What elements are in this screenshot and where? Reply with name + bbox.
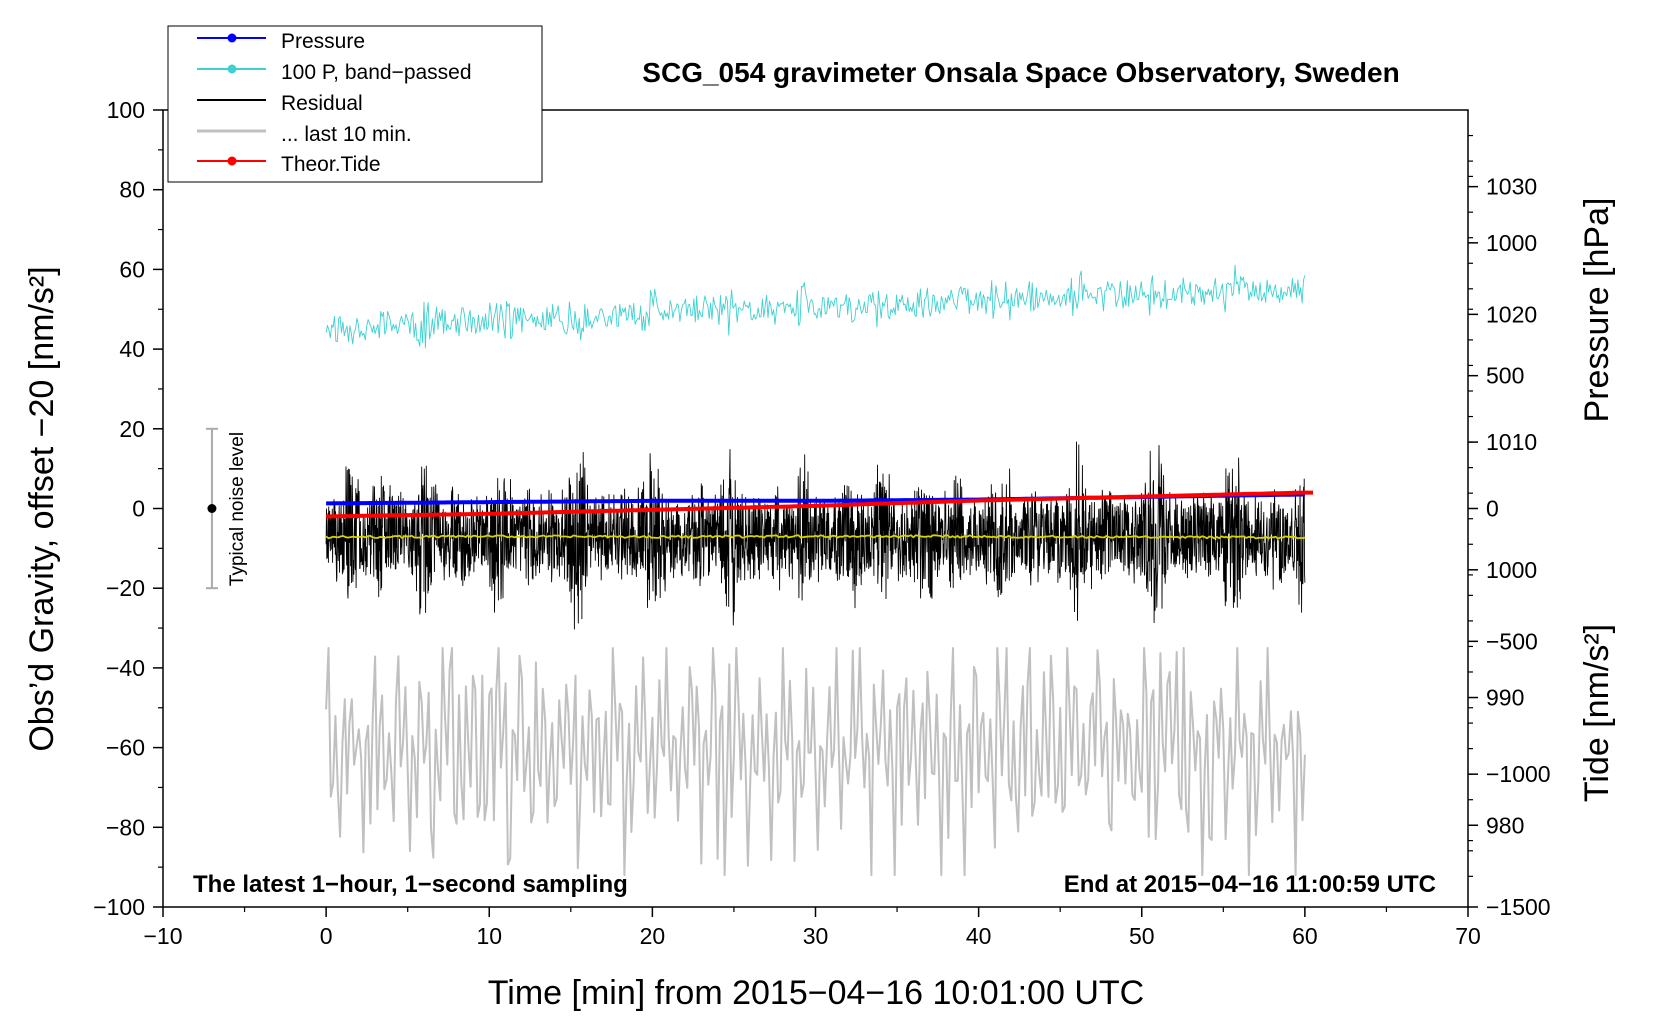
legend-label-last-10-min: ... last 10 min. [281,123,412,146]
legend-sample-theor-tide [197,156,266,166]
x-tick-label: 60 [1292,923,1318,949]
chart-title: SCG_054 gravimeter Onsala Space Observat… [642,57,1399,88]
legend-label-bandpassed: 100 P, band−passed [281,61,472,84]
tide-tick-label: −1000 [1486,761,1551,787]
end-time-note: End at 2015−04−16 11:00:59 UTC [1064,871,1436,898]
legend-box [167,25,543,183]
x-axis-title: Time [min] from 2015−04−16 10:01:00 UTC [488,974,1144,1012]
legend: Pressure 100 P, band−passed Residual ...… [167,25,543,183]
left-tick-label: 40 [119,336,145,362]
plot-traces [325,264,1313,877]
noise-level-indicator: Typical noise level [205,427,248,590]
legend-label-pressure: Pressure [281,30,365,53]
x-tick-label: 70 [1455,923,1481,949]
legend-sample-pressure [197,33,266,43]
x-tick-label: 40 [966,923,992,949]
left-tick-label: 80 [119,177,145,203]
noise-level-label: Typical noise level [227,432,248,586]
legend-sample-dot [227,33,237,43]
legend-label-theor-tide: Theor.Tide [281,153,381,176]
running-mean-line [325,534,1306,540]
legend-samples [197,33,266,166]
pressure-tick-label: 1010 [1486,429,1537,455]
tide-tick-label: −500 [1486,628,1538,654]
left-tick-label: −20 [106,575,145,601]
x-tick-label: 30 [803,923,829,949]
pressure-tick-label: 980 [1486,812,1524,838]
left-tick-label: −60 [106,735,145,761]
pressure-tick-label: 990 [1486,685,1524,711]
theor-tide-line [326,490,1313,519]
last-10-min-line [325,647,1306,877]
x-tick-label: 50 [1129,923,1155,949]
x-tick-label: −10 [143,923,182,949]
left-tick-label: −40 [106,655,145,681]
tide-axis-title: Tide [nm/s²] [1578,624,1616,802]
left-tick-label: −80 [106,814,145,840]
legend-sample-dot [227,64,237,74]
left-tick-label: 60 [119,256,145,282]
left-tick-label: 100 [107,97,145,123]
legend-sample-bandpassed [197,64,266,74]
sampling-note: The latest 1−hour, 1−second sampling [193,871,628,898]
left-tick-label: 0 [132,496,145,522]
left-axis-title: Obs’d Gravity, offset −20 [nm/s²] [23,266,61,751]
tide-tick-label: 1000 [1486,230,1537,256]
left-tick-label: 20 [119,416,145,442]
pressure-axis-title: Pressure [hPa] [1578,198,1616,423]
pressure-tick-label: 1020 [1486,301,1537,327]
legend-sample-dot [227,156,237,166]
axes: −10 0 10 20 30 40 50 60 70100806040200−20−40−60−… [93,97,1550,949]
left-tick-label: −100 [93,894,145,920]
tide-tick-label: 500 [1486,363,1524,389]
pressure-tick-label: 1030 [1486,174,1537,200]
noise-level-bar [205,427,218,590]
bandpassed-pressure-line [325,264,1306,349]
x-tick-label: 0 [320,923,333,949]
tide-tick-label: −1500 [1486,894,1551,920]
legend-label-residual: Residual [281,92,363,115]
noise-bar-center-dot [207,504,217,513]
x-tick-label: 20 [640,923,666,949]
pressure-tick-label: 1000 [1486,557,1537,583]
x-tick-label: 10 [476,923,502,949]
tide-tick-label: 0 [1486,496,1499,522]
